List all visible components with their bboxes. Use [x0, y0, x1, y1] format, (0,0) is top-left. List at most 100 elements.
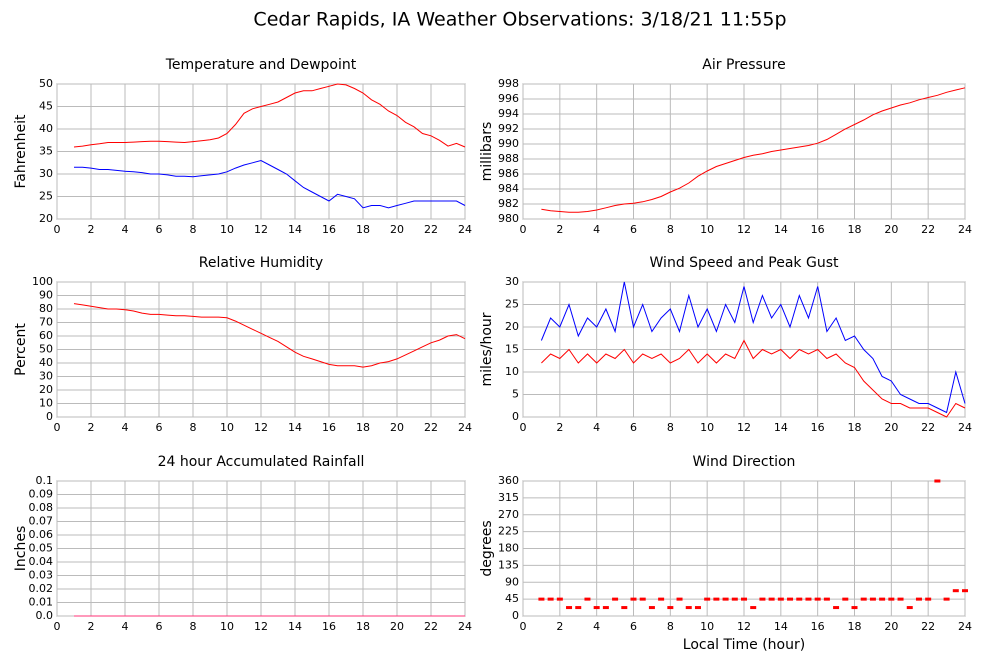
- x-tick-label: 14: [774, 223, 788, 236]
- y-tick-label: 0.03: [29, 569, 54, 582]
- x-tick-label: 22: [424, 223, 438, 236]
- data-point: [584, 597, 591, 601]
- x-tick-label: 16: [322, 421, 336, 434]
- data-point: [759, 597, 766, 601]
- data-point: [556, 597, 563, 601]
- x-tick-label: 10: [700, 620, 714, 633]
- y-tick-label: 20: [39, 383, 53, 396]
- y-tick-label: 986: [498, 167, 519, 180]
- x-tick-label: 20: [884, 421, 898, 434]
- chart-title: Relative Humidity: [199, 255, 323, 271]
- y-tick-label: 15: [505, 343, 519, 356]
- y-tick-label: 10: [39, 397, 53, 410]
- y-tick-label: 80: [39, 302, 53, 315]
- x-tick-label: 22: [921, 223, 935, 236]
- y-tick-label: 45: [505, 592, 519, 605]
- y-tick-label: 0: [512, 609, 519, 622]
- data-point: [694, 606, 701, 610]
- x-tick-label: 8: [190, 223, 197, 236]
- y-tick-label: 40: [39, 122, 53, 135]
- x-tick-label: 2: [556, 620, 563, 633]
- x-tick-label: 0: [520, 223, 527, 236]
- x-tick-label: 4: [593, 620, 600, 633]
- x-tick-label: 0: [54, 223, 61, 236]
- chart-title: 24 hour Accumulated Rainfall: [158, 454, 365, 470]
- x-axis-label: Local Time (hour): [683, 637, 805, 653]
- data-line: [541, 87, 966, 213]
- data-point: [842, 597, 849, 601]
- data-point: [750, 606, 757, 610]
- x-tick-label: 8: [190, 421, 197, 434]
- y-tick-label: 30: [39, 167, 53, 180]
- data-point: [685, 606, 692, 610]
- data-point: [888, 597, 895, 601]
- y-tick-label: 0.08: [29, 501, 54, 514]
- x-tick-label: 8: [667, 620, 674, 633]
- y-tick-label: 0.1: [36, 474, 54, 487]
- data-point: [851, 606, 858, 610]
- x-tick-label: 24: [458, 421, 472, 434]
- data-point: [906, 606, 913, 610]
- chart-title: Air Pressure: [702, 57, 785, 73]
- x-tick-label: 12: [737, 223, 751, 236]
- data-point: [639, 597, 646, 601]
- y-tick-label: 270: [498, 508, 519, 521]
- x-tick-label: 24: [958, 421, 972, 434]
- y-tick-label: 990: [498, 137, 519, 150]
- y-tick-label: 20: [39, 212, 53, 225]
- y-tick-label: 360: [498, 474, 519, 487]
- x-tick-label: 4: [593, 421, 600, 434]
- x-tick-label: 14: [774, 421, 788, 434]
- x-tick-label: 24: [958, 223, 972, 236]
- y-tick-label: 45: [39, 100, 53, 113]
- data-line: [541, 339, 966, 418]
- data-line: [74, 159, 466, 209]
- y-tick-label: 982: [498, 197, 519, 210]
- y-axis-label: degrees: [479, 520, 495, 576]
- data-point: [925, 597, 932, 601]
- data-point: [833, 606, 840, 610]
- data-point: [943, 597, 950, 601]
- page-title: Cedar Rapids, IA Weather Observations: 3…: [253, 9, 786, 31]
- y-tick-label: 980: [498, 212, 519, 225]
- x-tick-label: 12: [254, 421, 268, 434]
- x-tick-label: 12: [254, 620, 268, 633]
- data-point: [805, 597, 812, 601]
- y-tick-label: 50: [39, 77, 53, 90]
- x-tick-label: 0: [54, 620, 61, 633]
- data-point: [860, 597, 867, 601]
- x-tick-label: 10: [220, 620, 234, 633]
- x-tick-label: 20: [390, 223, 404, 236]
- x-tick-label: 4: [122, 620, 129, 633]
- x-tick-label: 18: [356, 421, 370, 434]
- y-tick-label: 0.07: [29, 515, 54, 528]
- y-tick-label: 60: [39, 329, 53, 342]
- data-point: [814, 597, 821, 601]
- data-point: [962, 589, 968, 593]
- x-tick-label: 14: [288, 421, 302, 434]
- y-tick-label: 25: [505, 298, 519, 311]
- chart-title: Wind Direction: [693, 454, 796, 470]
- y-tick-label: 994: [498, 107, 519, 120]
- x-tick-label: 20: [390, 620, 404, 633]
- y-tick-label: 996: [498, 92, 519, 105]
- x-tick-label: 0: [520, 620, 527, 633]
- y-tick-label: 20: [505, 320, 519, 333]
- y-axis-label: millibars: [479, 122, 495, 182]
- x-tick-label: 10: [220, 223, 234, 236]
- y-tick-label: 25: [39, 190, 53, 203]
- x-tick-label: 18: [848, 620, 862, 633]
- data-point: [787, 597, 794, 601]
- y-tick-label: 0.0: [36, 609, 54, 622]
- data-point: [713, 597, 720, 601]
- y-tick-label: 992: [498, 122, 519, 135]
- x-tick-label: 22: [424, 620, 438, 633]
- data-point: [915, 597, 922, 601]
- x-tick-label: 18: [848, 421, 862, 434]
- x-tick-label: 20: [390, 421, 404, 434]
- data-point: [621, 606, 628, 610]
- x-tick-label: 14: [774, 620, 788, 633]
- x-tick-label: 12: [254, 223, 268, 236]
- x-tick-label: 16: [811, 421, 825, 434]
- data-point: [741, 597, 747, 601]
